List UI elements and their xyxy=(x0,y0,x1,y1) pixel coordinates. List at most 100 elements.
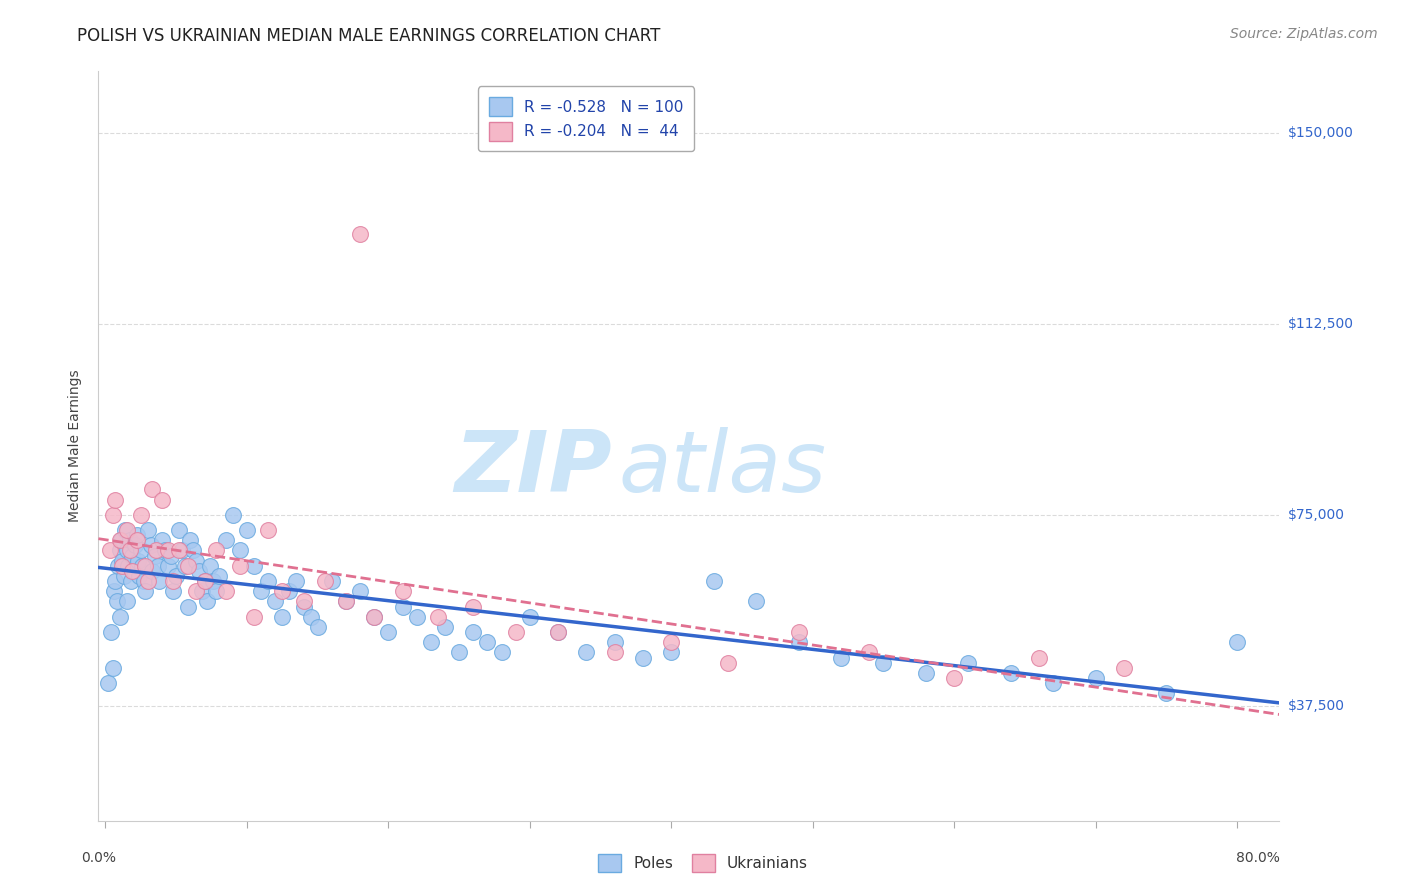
Point xyxy=(167,543,190,558)
Point xyxy=(292,594,315,608)
Point xyxy=(124,538,146,552)
Point xyxy=(477,635,499,649)
Point xyxy=(830,650,852,665)
Text: 80.0%: 80.0% xyxy=(1236,851,1279,864)
Point xyxy=(176,599,198,614)
Point xyxy=(204,584,226,599)
Point xyxy=(271,609,294,624)
Point xyxy=(115,523,138,537)
Point xyxy=(156,543,179,558)
Point xyxy=(703,574,725,588)
Point xyxy=(132,574,155,588)
Point xyxy=(179,533,201,548)
Point xyxy=(115,543,138,558)
Point xyxy=(321,574,343,588)
Point xyxy=(150,533,173,548)
Point xyxy=(449,645,471,659)
Point xyxy=(307,620,329,634)
Point xyxy=(139,538,162,552)
Point xyxy=(117,558,139,573)
Point xyxy=(98,543,121,558)
Point xyxy=(659,635,682,649)
Point xyxy=(129,508,152,522)
Point xyxy=(257,523,280,537)
Point xyxy=(243,558,266,573)
Point xyxy=(108,609,131,624)
Point xyxy=(363,609,385,624)
Point xyxy=(159,549,181,563)
Point xyxy=(136,574,159,588)
Point xyxy=(229,558,252,573)
Point xyxy=(104,492,127,507)
Point xyxy=(463,599,485,614)
Point xyxy=(111,558,134,573)
Point xyxy=(104,574,127,588)
Point xyxy=(547,625,569,640)
Point xyxy=(162,584,184,599)
Point xyxy=(717,656,740,670)
Point xyxy=(335,594,357,608)
Point xyxy=(1156,686,1178,700)
Point xyxy=(141,483,163,497)
Point xyxy=(195,594,218,608)
Point xyxy=(156,558,179,573)
Point xyxy=(153,543,176,558)
Text: ZIP: ZIP xyxy=(454,427,612,510)
Point xyxy=(108,533,131,548)
Point xyxy=(285,574,308,588)
Point xyxy=(201,574,224,588)
Point xyxy=(136,523,159,537)
Legend: R = -0.528   N = 100, R = -0.204   N =  44: R = -0.528 N = 100, R = -0.204 N = 44 xyxy=(478,87,695,152)
Point xyxy=(363,609,385,624)
Point xyxy=(872,656,894,670)
Point xyxy=(184,584,207,599)
Point xyxy=(97,676,120,690)
Point xyxy=(1000,665,1022,680)
Text: 0.0%: 0.0% xyxy=(82,851,115,864)
Point xyxy=(603,635,626,649)
Point xyxy=(148,574,170,588)
Point xyxy=(187,564,209,578)
Point xyxy=(198,558,221,573)
Point xyxy=(115,594,138,608)
Point xyxy=(131,558,153,573)
Point xyxy=(107,558,129,573)
Point xyxy=(745,594,768,608)
Point xyxy=(122,564,145,578)
Point xyxy=(118,533,141,548)
Point xyxy=(915,665,938,680)
Point xyxy=(184,554,207,568)
Point xyxy=(463,625,485,640)
Point xyxy=(243,609,266,624)
Point xyxy=(519,609,541,624)
Text: $112,500: $112,500 xyxy=(1288,317,1354,331)
Point xyxy=(257,574,280,588)
Point xyxy=(134,558,156,573)
Point xyxy=(271,584,294,599)
Text: atlas: atlas xyxy=(619,427,827,510)
Point xyxy=(631,650,654,665)
Point xyxy=(141,564,163,578)
Point xyxy=(176,558,198,573)
Point xyxy=(108,543,131,558)
Point xyxy=(957,656,980,670)
Point xyxy=(110,533,132,548)
Point xyxy=(278,584,301,599)
Text: $150,000: $150,000 xyxy=(1288,126,1354,139)
Point xyxy=(128,569,150,583)
Point xyxy=(419,635,441,649)
Point xyxy=(787,625,810,640)
Point xyxy=(215,584,238,599)
Point xyxy=(1084,671,1107,685)
Point xyxy=(170,543,193,558)
Point xyxy=(129,543,152,558)
Point xyxy=(292,599,315,614)
Point xyxy=(659,645,682,659)
Point xyxy=(193,574,215,588)
Point xyxy=(299,609,322,624)
Point xyxy=(222,508,245,522)
Point xyxy=(100,625,122,640)
Point xyxy=(114,523,136,537)
Point xyxy=(858,645,880,659)
Point xyxy=(349,227,371,242)
